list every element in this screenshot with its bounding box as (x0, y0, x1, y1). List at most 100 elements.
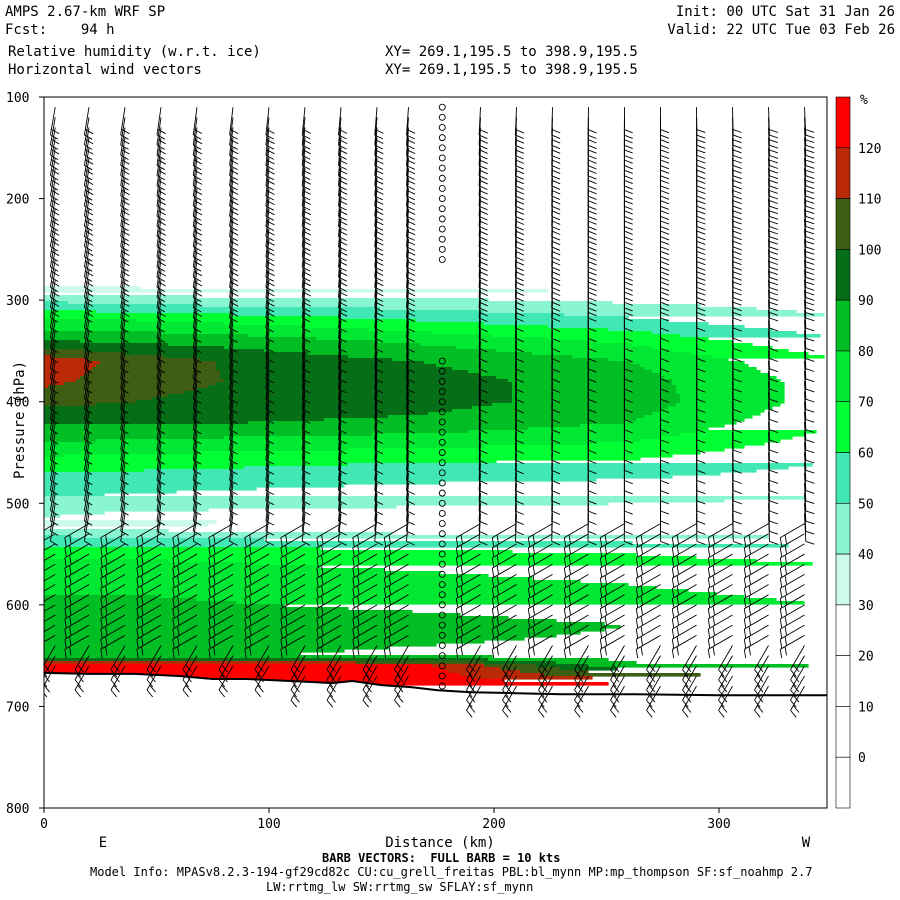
barb-staff (456, 523, 481, 538)
barb-flag (612, 674, 620, 683)
barb-staff (338, 168, 342, 197)
barb-staff (229, 361, 234, 389)
barb-flag (146, 669, 154, 677)
barb-flag (587, 510, 597, 515)
barb-flag (229, 540, 238, 546)
barb-flag (712, 646, 715, 656)
barb-flag (141, 585, 144, 595)
barb-flag (468, 684, 476, 693)
barb-flag (321, 605, 324, 615)
barb-flag (551, 271, 561, 276)
barb-staff (83, 289, 90, 318)
barb-flag (316, 649, 319, 659)
barb-flag (712, 544, 715, 554)
barb-staff (574, 685, 589, 711)
barb-flag (496, 626, 499, 636)
barb-flag (136, 608, 139, 618)
barb-staff (362, 655, 378, 681)
barb-flag (455, 608, 459, 618)
barb-staff (192, 513, 198, 542)
barb-staff (301, 320, 306, 349)
barb-staff (49, 289, 56, 318)
barb-staff (502, 645, 517, 670)
barb-staff (83, 137, 90, 166)
barb-flag (321, 646, 324, 656)
barb-staff (229, 371, 234, 400)
barb-staff (64, 594, 90, 610)
barb-flag (624, 520, 633, 525)
barb-staff (280, 624, 306, 640)
rh-cell (44, 640, 485, 644)
rh-cell (200, 358, 393, 362)
barb-staff (192, 320, 198, 349)
rh-cell (44, 451, 201, 455)
barb-flag (383, 639, 387, 649)
barb-flag (732, 291, 742, 296)
rh-cell (512, 394, 681, 398)
barb-staff (156, 147, 162, 176)
barb-staff (120, 513, 126, 542)
rh-cell (520, 670, 589, 674)
rh-cell (556, 661, 637, 665)
barb-staff (49, 188, 56, 217)
barb-flag (660, 256, 670, 261)
barb-flag (551, 134, 561, 140)
barb-flag (563, 578, 567, 588)
barb-flag (754, 689, 761, 698)
barb-flag (612, 695, 620, 703)
barb-flag (648, 695, 656, 703)
rh-cell (52, 355, 165, 359)
barb-flag (743, 537, 747, 547)
barb-flag (100, 598, 103, 608)
barb-staff (478, 289, 481, 319)
barb-flag (696, 398, 706, 403)
barb-flag (646, 689, 653, 698)
barb-staff (136, 543, 162, 559)
barb-flag (383, 557, 387, 567)
barb-flag (660, 165, 670, 170)
barb-staff (229, 310, 234, 339)
barb-staff (301, 432, 306, 461)
barb-staff (136, 563, 162, 579)
barb-flag (502, 689, 509, 698)
barb-flag (684, 684, 692, 693)
calm-barb (438, 215, 446, 223)
barb-staff (374, 117, 378, 146)
barb-flag (587, 388, 597, 393)
barb-flag (779, 628, 783, 638)
barb-staff (265, 330, 270, 359)
calm-barb (438, 438, 446, 446)
rh-cell (44, 637, 525, 641)
barb-staff (192, 208, 198, 237)
rh-cell (248, 421, 625, 425)
barb-flag (532, 534, 535, 544)
calm-barb (438, 134, 446, 142)
barb-flag (648, 664, 656, 673)
barb-flag (496, 595, 499, 605)
barb-flag (599, 547, 603, 557)
barb-staff (172, 533, 198, 549)
barb-flag (769, 159, 778, 164)
rh-cell (660, 409, 765, 413)
barb-staff (374, 127, 378, 156)
barb-staff (156, 178, 162, 207)
rh-cell (496, 376, 665, 380)
barb-staff (478, 361, 481, 390)
barb-flag (805, 287, 815, 291)
barb-flag (743, 608, 747, 618)
barb-staff (804, 239, 807, 268)
rh-cell (632, 343, 753, 347)
init-time: Init: 00 UTC Sat 31 Jan 26 (675, 4, 895, 20)
barb-staff (301, 117, 306, 146)
barb-flag (149, 664, 156, 673)
barb-flag (105, 616, 108, 625)
barb-flag (779, 568, 783, 578)
barb-flag (280, 628, 283, 638)
barb-flag (352, 578, 355, 588)
rh-cell (340, 316, 629, 320)
barb-staff (646, 645, 661, 670)
barb-staff (352, 543, 378, 559)
barb-staff (804, 503, 807, 532)
rh-cell (420, 343, 633, 347)
barb-flag (733, 134, 742, 139)
